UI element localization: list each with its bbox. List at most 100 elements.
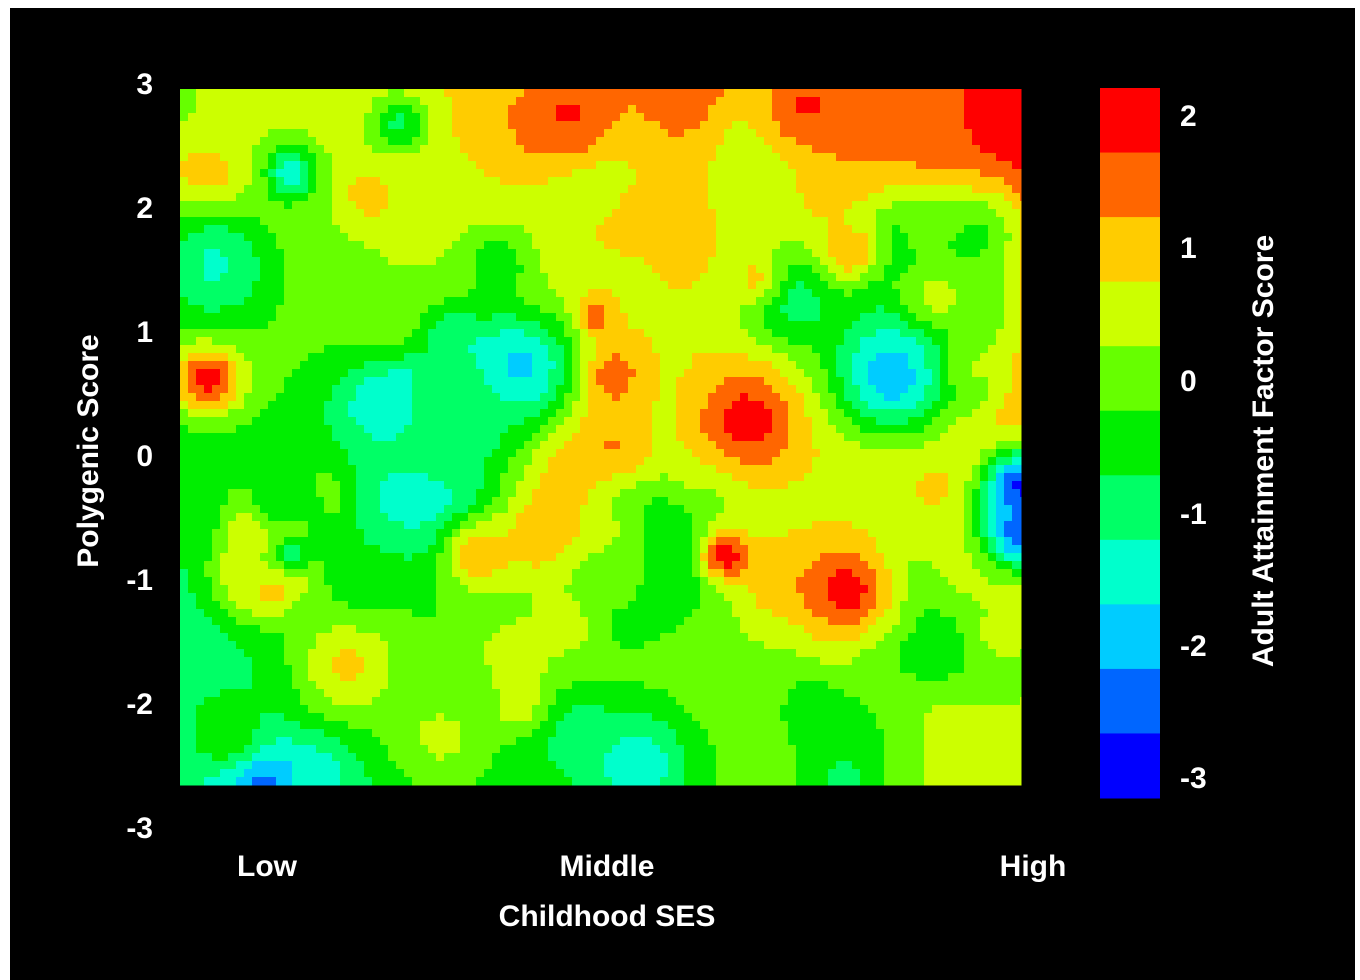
heatmap-cell xyxy=(428,305,437,314)
heatmap-cell xyxy=(532,321,541,330)
heatmap-cell xyxy=(1004,233,1013,242)
heatmap-cell xyxy=(180,441,189,450)
heatmap-cell xyxy=(876,153,885,162)
heatmap-cell xyxy=(980,361,989,370)
heatmap-cell xyxy=(364,153,373,162)
heatmap-cell xyxy=(196,409,205,418)
heatmap-cell xyxy=(708,121,717,130)
heatmap-cell xyxy=(476,297,485,306)
heatmap-cell xyxy=(756,449,765,458)
heatmap-cell xyxy=(244,417,253,426)
heatmap-cell xyxy=(204,369,213,378)
heatmap-cell xyxy=(892,201,901,210)
heatmap-cell xyxy=(620,433,629,442)
heatmap-cell xyxy=(812,121,821,130)
heatmap-cell xyxy=(380,449,389,458)
heatmap-cell xyxy=(300,233,309,242)
heatmap-cell xyxy=(700,169,709,178)
heatmap-cell xyxy=(716,377,725,386)
heatmap-cell xyxy=(700,385,709,394)
heatmap-cell xyxy=(740,393,749,402)
heatmap-cell xyxy=(476,233,485,242)
heatmap-cell xyxy=(908,265,917,274)
heatmap-cell xyxy=(764,321,773,330)
heatmap-cell xyxy=(572,457,581,466)
heatmap-cell xyxy=(412,449,421,458)
heatmap-cell xyxy=(644,361,653,370)
heatmap-cell xyxy=(644,169,653,178)
heatmap-cell xyxy=(188,441,197,450)
heatmap-cell xyxy=(204,433,213,442)
heatmap-cell xyxy=(500,233,509,242)
heatmap-cell xyxy=(612,129,621,138)
heatmap-cell xyxy=(876,281,885,290)
heatmap-cell xyxy=(596,425,605,434)
heatmap-cell xyxy=(932,385,941,394)
heatmap-cell xyxy=(964,233,973,242)
heatmap-cell xyxy=(620,257,629,266)
heatmap-cell xyxy=(676,233,685,242)
heatmap-cell xyxy=(372,385,381,394)
heatmap-cell xyxy=(740,201,749,210)
heatmap-cell xyxy=(916,289,925,298)
heatmap-cell xyxy=(916,209,925,218)
heatmap-cell xyxy=(732,257,741,266)
heatmap-cell xyxy=(980,113,989,122)
heatmap-cell xyxy=(828,161,837,170)
heatmap-cell xyxy=(1020,153,1022,162)
heatmap-cell xyxy=(580,289,589,298)
heatmap-cell xyxy=(404,121,413,130)
heatmap-cell xyxy=(860,121,869,130)
heatmap-cell xyxy=(964,361,973,370)
heatmap-cell xyxy=(196,201,205,210)
heatmap-cell xyxy=(348,417,357,426)
heatmap-cell xyxy=(964,385,973,394)
heatmap-cell xyxy=(708,201,717,210)
heatmap-cell xyxy=(596,433,605,442)
heatmap-cell xyxy=(420,177,429,186)
heatmap-cell xyxy=(844,433,853,442)
heatmap-cell xyxy=(460,289,469,298)
heatmap-cell xyxy=(756,193,765,202)
heatmap-cell xyxy=(892,273,901,282)
heatmap-cell xyxy=(564,393,573,402)
heatmap-cell xyxy=(956,113,965,122)
heatmap-cell xyxy=(652,329,661,338)
heatmap-cell xyxy=(684,161,693,170)
heatmap-cell xyxy=(468,137,477,146)
heatmap-cell xyxy=(540,393,549,402)
heatmap-cell xyxy=(388,121,397,130)
heatmap-cell xyxy=(524,137,533,146)
heatmap-cell xyxy=(940,401,949,410)
heatmap-cell xyxy=(820,129,829,138)
heatmap-cell xyxy=(324,353,333,362)
heatmap-cell xyxy=(468,425,477,434)
heatmap-cell xyxy=(836,345,845,354)
heatmap-cell xyxy=(980,393,989,402)
heatmap-cell xyxy=(684,329,693,338)
heatmap-cell xyxy=(652,417,661,426)
heatmap-cell xyxy=(612,193,621,202)
heatmap-cell xyxy=(836,121,845,130)
heatmap-cell xyxy=(292,313,301,322)
heatmap-cell xyxy=(308,361,317,370)
heatmap-cell xyxy=(660,193,669,202)
heatmap-cell xyxy=(228,385,237,394)
heatmap-cell xyxy=(692,417,701,426)
heatmap-cell xyxy=(972,273,981,282)
heatmap-cell xyxy=(324,313,333,322)
heatmap-cell xyxy=(812,241,821,250)
heatmap-cell xyxy=(836,257,845,266)
heatmap-cell xyxy=(236,409,245,418)
heatmap-cell xyxy=(532,265,541,274)
heatmap-cell xyxy=(308,313,317,322)
heatmap-cell xyxy=(212,337,221,346)
heatmap-cell xyxy=(316,417,325,426)
heatmap-cell xyxy=(580,89,589,98)
heatmap-cell xyxy=(980,401,989,410)
heatmap-cell xyxy=(548,449,557,458)
heatmap-cell xyxy=(348,201,357,210)
heatmap-cell xyxy=(364,241,373,250)
heatmap-cell xyxy=(340,89,349,98)
heatmap-cell xyxy=(396,409,405,418)
